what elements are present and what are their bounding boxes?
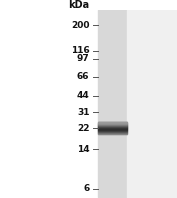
Text: 200: 200 [71,21,89,30]
Text: 6: 6 [83,184,89,193]
Text: 116: 116 [71,46,89,55]
Text: 44: 44 [77,91,89,100]
Text: 14: 14 [77,145,89,154]
Text: 31: 31 [77,108,89,117]
Text: 22: 22 [77,124,89,133]
Text: 66: 66 [77,72,89,81]
Text: kDa: kDa [68,0,89,10]
Text: 97: 97 [77,54,89,64]
